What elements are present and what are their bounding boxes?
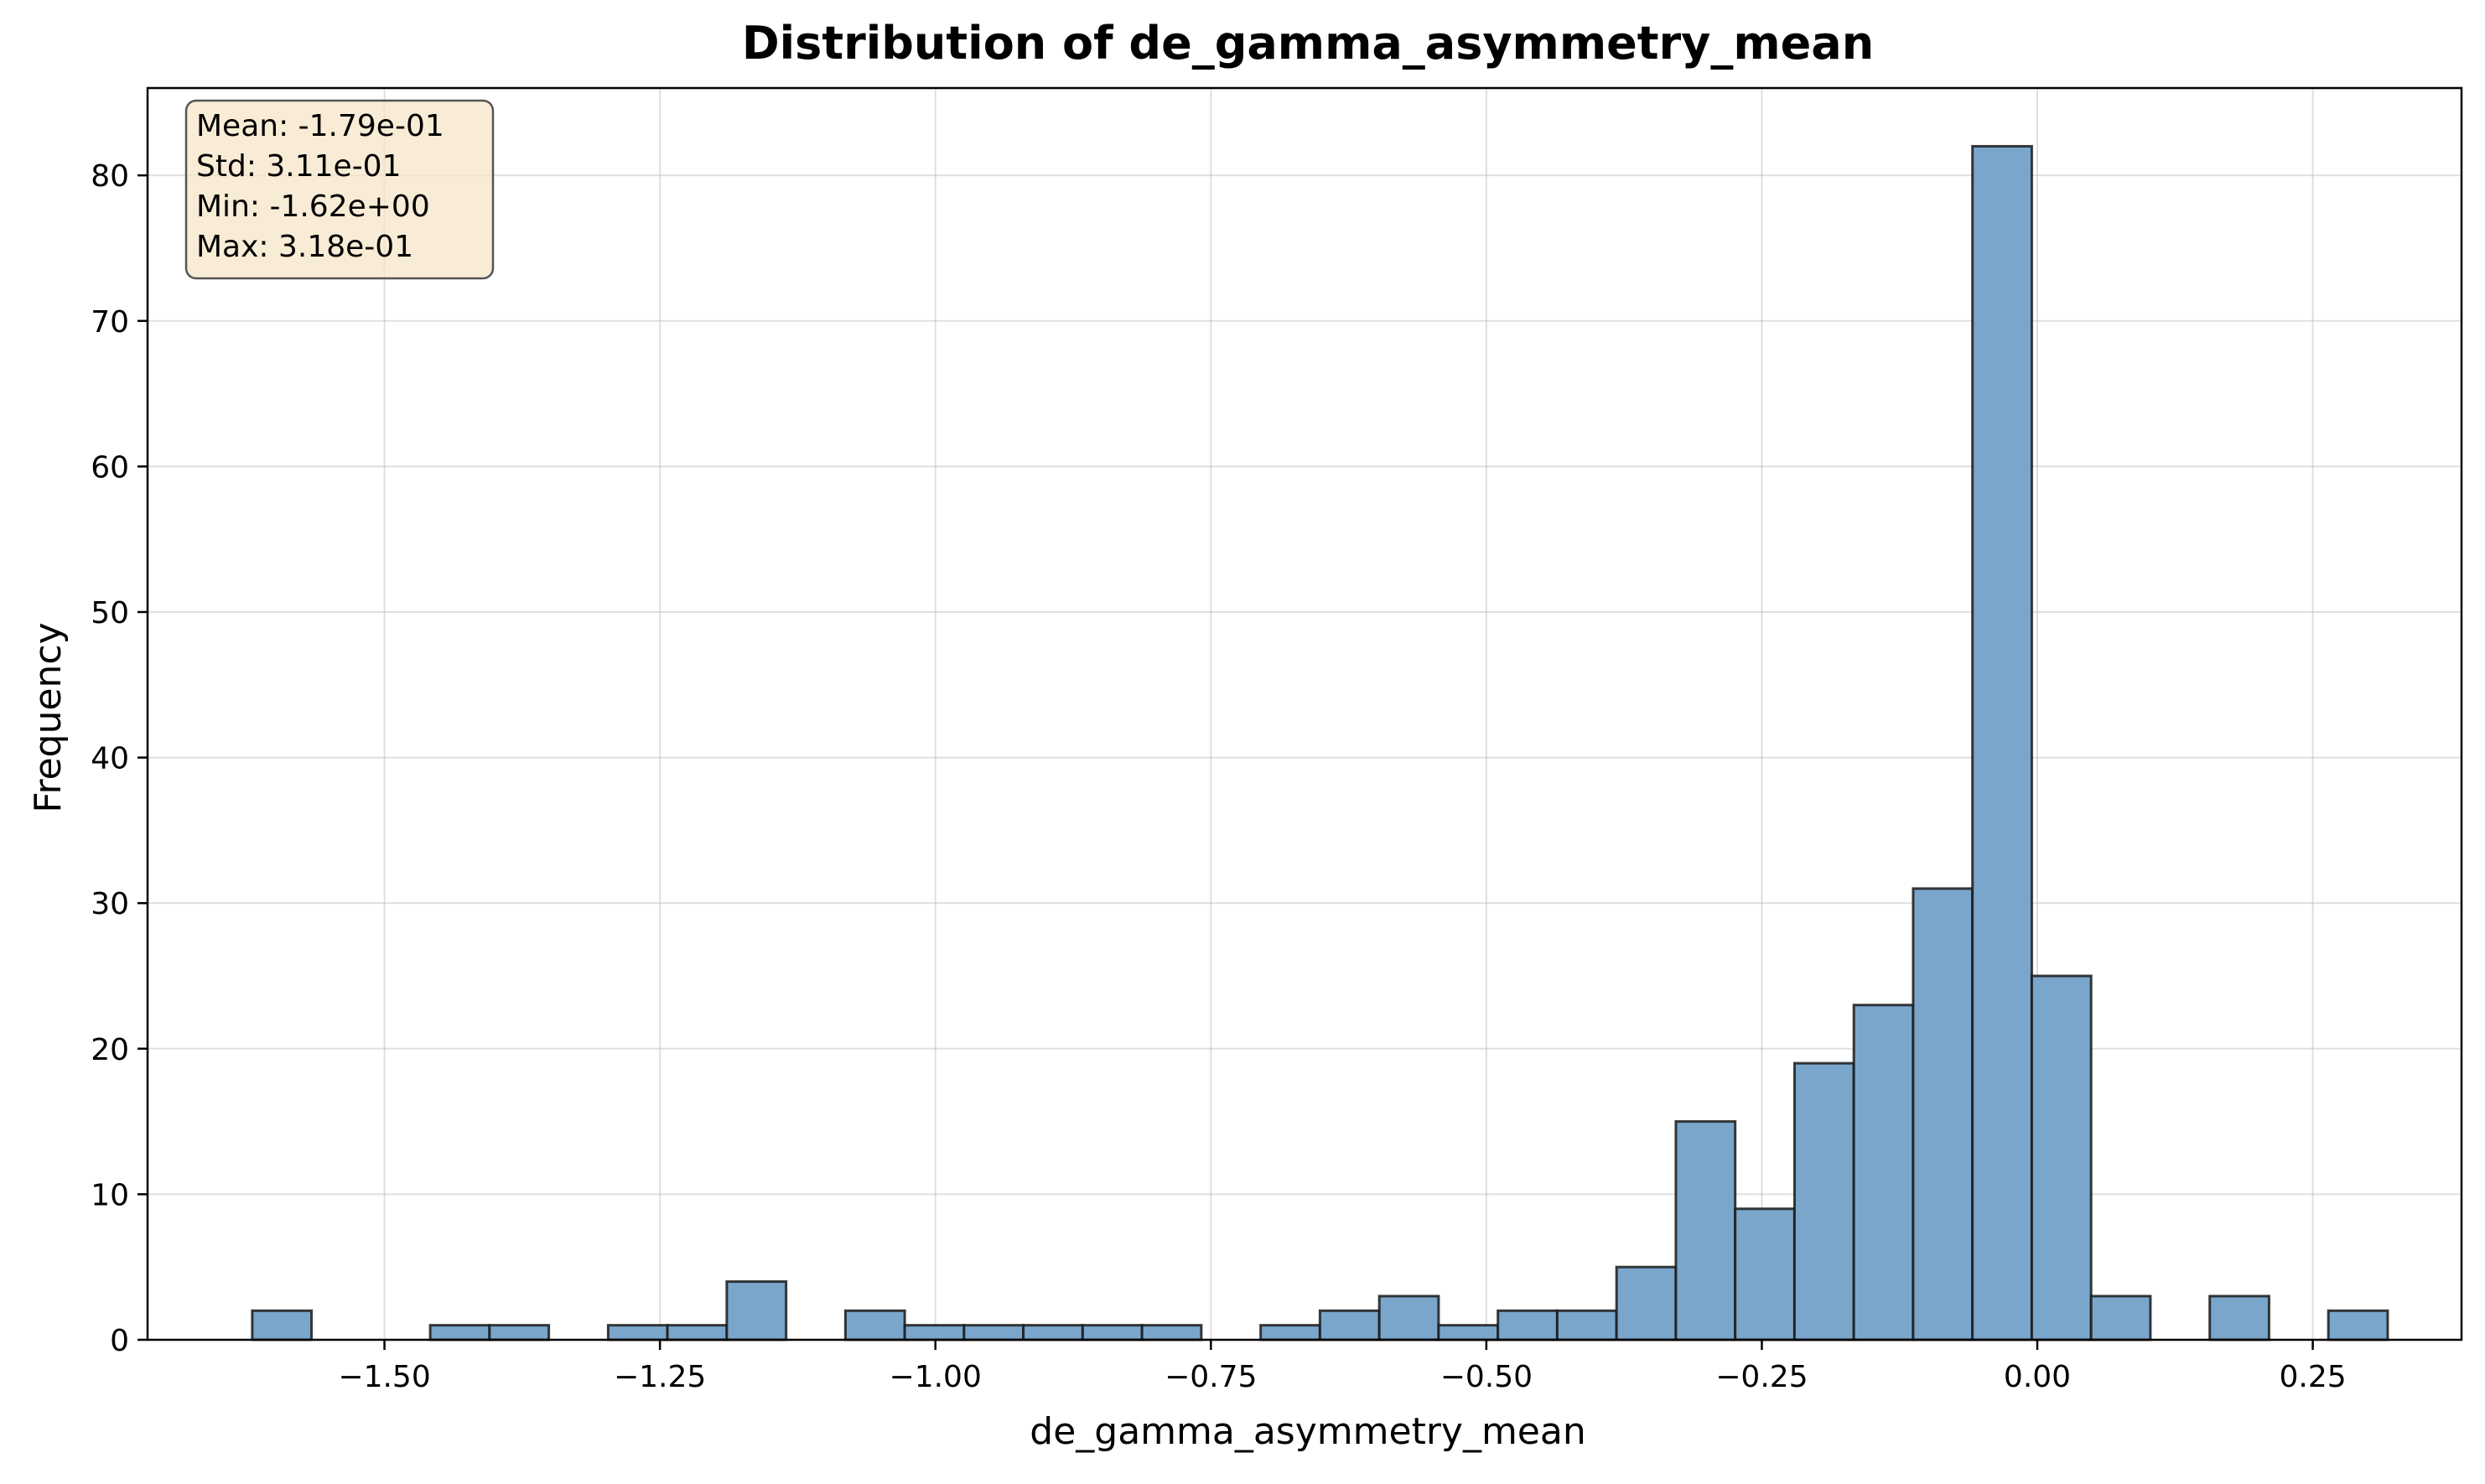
histogram-bar bbox=[1318, 1309, 1381, 1341]
stats-max: Max: 3.18e-01 bbox=[196, 230, 413, 264]
y-axis-label: Frequency bbox=[27, 622, 70, 812]
plot-frame bbox=[146, 86, 2463, 1341]
histogram-bar bbox=[488, 1324, 551, 1341]
histogram-bar bbox=[1437, 1324, 1500, 1341]
chart-title: Distribution of de_gamma_asymmetry_mean bbox=[742, 17, 1874, 70]
x-axis-label: de_gamma_asymmetry_mean bbox=[1030, 1410, 1585, 1453]
y-tick-label: 30 bbox=[91, 887, 129, 921]
histogram-bar bbox=[725, 1280, 788, 1341]
histogram-bar bbox=[962, 1324, 1025, 1341]
histogram-bar bbox=[1734, 1207, 1796, 1341]
y-tick-label: 70 bbox=[91, 305, 129, 340]
histogram-bar bbox=[1852, 1004, 1915, 1341]
histogram-bar bbox=[1497, 1309, 1559, 1341]
stats-box-background bbox=[184, 99, 495, 280]
x-axis-ticks: −1.50 −1.25 −1.00 −0.75 −0.50 −0.25 0.00 0.25 bbox=[338, 1340, 2347, 1394]
histogram-bars bbox=[251, 144, 2389, 1341]
x-tick-label: −0.50 bbox=[1440, 1360, 1533, 1394]
histogram-bar bbox=[1555, 1309, 1618, 1341]
y-tick-label: 60 bbox=[91, 450, 129, 485]
y-tick-label: 0 bbox=[110, 1324, 129, 1358]
histogram-bar bbox=[1971, 144, 2033, 1341]
y-tick-label: 10 bbox=[91, 1178, 129, 1212]
x-tick-label: 0.00 bbox=[2004, 1360, 2071, 1394]
stats-min: Min: -1.62e+00 bbox=[196, 189, 430, 224]
stats-box: Mean: -1.79e-01 Std: 3.11e-01 Min: -1.62… bbox=[184, 99, 495, 280]
histogram-bar bbox=[1615, 1265, 1678, 1341]
x-tick-label: −1.50 bbox=[338, 1360, 430, 1394]
histogram-bar bbox=[2327, 1309, 2389, 1341]
histogram-bar bbox=[428, 1324, 491, 1341]
histogram-bar bbox=[1259, 1324, 1321, 1341]
histogram-bar bbox=[1912, 887, 1974, 1341]
y-tick-label: 80 bbox=[91, 159, 129, 194]
histogram-bar bbox=[2089, 1295, 2152, 1341]
y-tick-label: 20 bbox=[91, 1033, 129, 1067]
histogram-bar bbox=[666, 1324, 729, 1341]
y-axis-ticks: 0 10 20 30 40 50 60 70 80 bbox=[91, 159, 148, 1358]
histogram-bar bbox=[903, 1324, 966, 1341]
histogram-bar bbox=[1140, 1324, 1203, 1341]
histogram-bar bbox=[2030, 974, 2093, 1341]
x-tick-label: −0.25 bbox=[1715, 1360, 1808, 1394]
histogram-bar bbox=[2208, 1295, 2270, 1341]
stats-std: Std: 3.11e-01 bbox=[196, 149, 402, 184]
x-tick-label: −1.25 bbox=[614, 1360, 706, 1394]
histogram-bar bbox=[843, 1309, 906, 1341]
histogram-bar bbox=[1081, 1324, 1144, 1341]
histogram-bar bbox=[606, 1324, 669, 1341]
histogram-bar bbox=[1792, 1061, 1855, 1341]
x-tick-label: −1.00 bbox=[890, 1360, 982, 1394]
histogram-bar bbox=[251, 1309, 314, 1341]
y-tick-label: 40 bbox=[91, 742, 129, 776]
y-tick-label: 50 bbox=[91, 596, 129, 630]
histogram-bar bbox=[1022, 1324, 1084, 1341]
x-tick-label: −0.75 bbox=[1165, 1360, 1257, 1394]
histogram-bar bbox=[1377, 1295, 1440, 1341]
histogram-bar bbox=[1674, 1120, 1737, 1341]
stats-mean: Mean: -1.79e-01 bbox=[196, 109, 444, 143]
x-tick-label: 0.25 bbox=[2279, 1360, 2346, 1394]
